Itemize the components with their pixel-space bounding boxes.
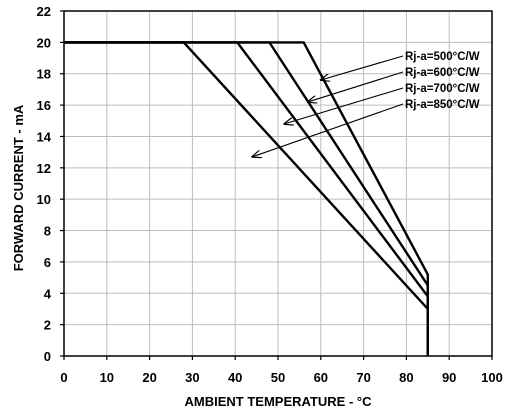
series-label-0: Rj-a=500°C/W: [405, 51, 480, 63]
annotations: Rj-a=500°C/W Rj-a=600°C/W Rj-a=700°C/W Rj-a…: [252, 51, 480, 157]
annotation-arrow-0: [321, 55, 404, 80]
y-tick-label: 6: [44, 255, 51, 270]
series-lines: [64, 41, 429, 356]
x-tick-label: 100: [481, 370, 503, 385]
y-axis-ticks: 0 2 4 6 8 10 12 14 16 18 20 22: [37, 4, 64, 364]
x-tick-label: 30: [185, 370, 199, 385]
annotation-arrow-3: [252, 103, 404, 157]
series-label-3: Rj-a=850°C/W: [405, 99, 480, 111]
annotation-arrow-1: [308, 71, 404, 102]
y-tick-label: 8: [44, 224, 51, 239]
x-axis-ticks: 0 10 20 30 40 50 60 70 80 90 100: [60, 356, 503, 385]
x-tick-label: 10: [100, 370, 114, 385]
x-tick-label: 0: [60, 370, 67, 385]
series-label-2: Rj-a=700°C/W: [405, 83, 480, 95]
y-tick-label: 22: [37, 4, 51, 19]
x-tick-label: 70: [356, 370, 370, 385]
x-tick-label: 40: [228, 370, 242, 385]
x-tick-label: 20: [142, 370, 156, 385]
series-line-3: [64, 41, 429, 356]
x-tick-label: 80: [399, 370, 413, 385]
x-tick-label: 60: [314, 370, 328, 385]
y-tick-label: 4: [44, 286, 52, 301]
series-label-1: Rj-a=600°C/W: [405, 67, 480, 79]
y-tick-label: 12: [37, 161, 51, 176]
annotation-arrow-2: [284, 87, 404, 124]
y-tick-label: 2: [44, 318, 51, 333]
x-tick-label: 90: [442, 370, 456, 385]
y-tick-label: 14: [37, 129, 52, 144]
y-tick-label: 18: [37, 67, 51, 82]
x-axis-title: AMBIENT TEMPERATURE - °C: [185, 394, 373, 409]
x-tick-label: 50: [271, 370, 285, 385]
y-tick-label: 10: [37, 192, 51, 207]
y-axis-title: FORWARD CURRENT - mA: [11, 104, 26, 271]
y-tick-label: 20: [37, 35, 51, 50]
y-tick-label: 16: [37, 98, 51, 113]
y-tick-label: 0: [44, 349, 51, 364]
